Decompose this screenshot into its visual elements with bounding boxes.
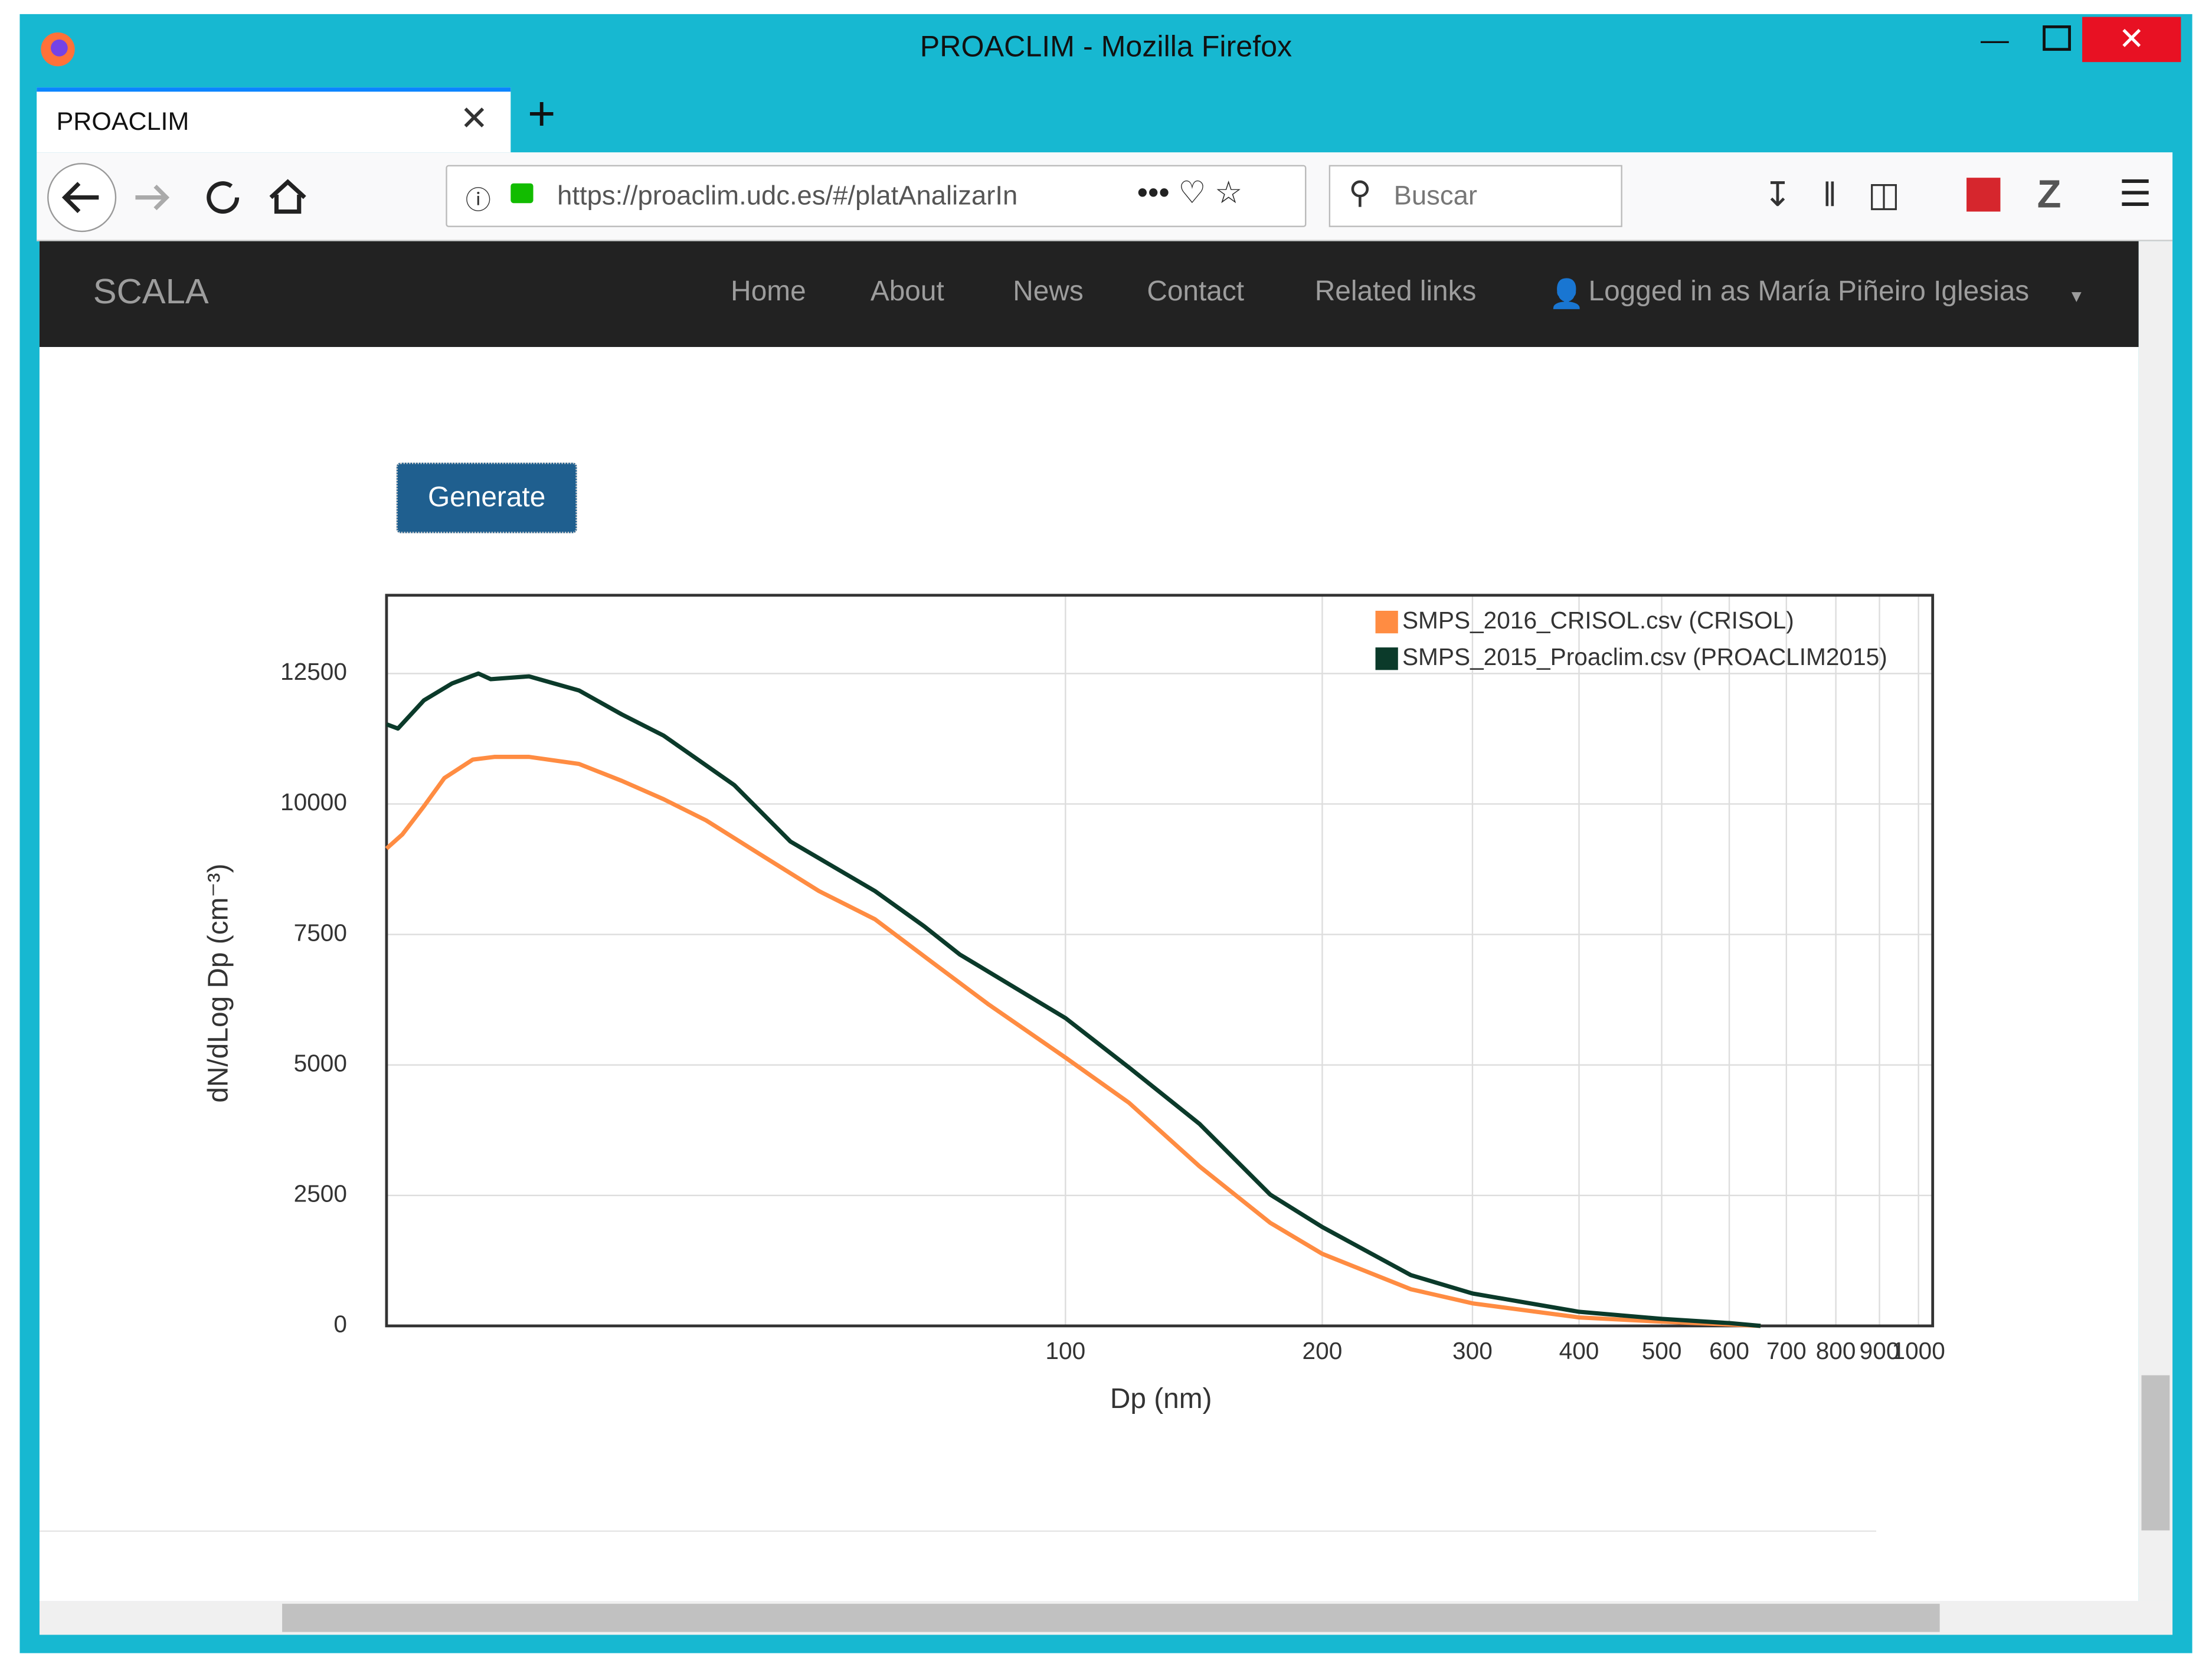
- generate-button[interactable]: Generate: [396, 463, 577, 533]
- user-icon: 👤: [1549, 279, 1585, 310]
- legend-label: SMPS_2015_Proaclim.csv (PROACLIM2015): [1402, 643, 1887, 670]
- search-placeholder[interactable]: Buscar: [1393, 182, 1477, 212]
- tab[interactable]: [37, 87, 511, 153]
- search-icon: ⚲: [1349, 175, 1372, 211]
- series-line: [385, 755, 1761, 1328]
- scroll-thumb[interactable]: [282, 1603, 1940, 1632]
- legend-swatch: [1375, 647, 1398, 670]
- firefox-icon: [41, 32, 75, 67]
- user-menu[interactable]: Logged in as María Piñeiro Iglesias: [1588, 276, 2030, 308]
- y-tick-label: 10000: [280, 788, 347, 816]
- x-axis-label: Dp (nm): [1110, 1383, 1212, 1414]
- y-tick-label: 0: [333, 1311, 347, 1338]
- minimize-button[interactable]: —: [1980, 25, 2009, 57]
- y-tick-label: 12500: [280, 658, 347, 685]
- x-tick-label: 900: [1860, 1337, 1900, 1364]
- x-tick-label: 400: [1559, 1337, 1599, 1364]
- maximize-button[interactable]: [2043, 25, 2071, 51]
- nav-link[interactable]: Related links: [1314, 276, 1477, 308]
- brand[interactable]: SCALA: [93, 272, 209, 312]
- lock-icon: [511, 183, 534, 204]
- url[interactable]: https://proaclim.udc.es/#/platAnalizarIn: [557, 182, 1018, 212]
- plot-border: [385, 594, 1935, 1328]
- y-tick-label: 5000: [294, 1049, 347, 1076]
- page-actions[interactable]: ••• ♡ ☆: [1137, 175, 1243, 211]
- nav-buttons[interactable]: [42, 158, 437, 237]
- nav-link[interactable]: About: [870, 276, 944, 308]
- plot-area: [386, 595, 1933, 1326]
- info-icon[interactable]: ⓘ: [465, 186, 491, 215]
- extension-icon[interactable]: [1966, 178, 2001, 212]
- close-button[interactable]: ✕: [2082, 17, 2181, 63]
- tab-title: PROACLIM: [56, 107, 189, 136]
- search-bar[interactable]: [1328, 165, 1622, 227]
- nav-link[interactable]: News: [1013, 276, 1084, 308]
- toolbar-icons[interactable]: ↧‖◫: [1763, 176, 1931, 215]
- url-bar[interactable]: [446, 165, 1307, 227]
- nav-link[interactable]: Home: [731, 276, 806, 308]
- x-tick-label: 1000: [1892, 1337, 1945, 1364]
- series-line: [385, 671, 1761, 1328]
- x-tick-label: 200: [1303, 1337, 1343, 1364]
- navbar: [39, 241, 2139, 348]
- vertical-scrollbar[interactable]: [2138, 241, 2173, 1601]
- zotero-icon[interactable]: Z: [2037, 172, 2062, 216]
- scroll-thumb[interactable]: [2141, 1375, 2170, 1531]
- x-tick-label: 100: [1045, 1337, 1085, 1364]
- menu-button[interactable]: ☰: [2119, 172, 2152, 215]
- x-tick-label: 600: [1709, 1337, 1749, 1364]
- window-title: PROACLIM - Mozilla Firefox: [920, 31, 1292, 64]
- x-tick-label: 500: [1642, 1337, 1682, 1364]
- x-tick-label: 800: [1816, 1337, 1856, 1364]
- x-tick-label: 300: [1452, 1337, 1493, 1364]
- y-tick-label: 7500: [294, 919, 347, 946]
- caret: ▼: [2068, 286, 2085, 306]
- x-tick-label: 700: [1766, 1337, 1807, 1364]
- new-tab[interactable]: +: [527, 87, 556, 142]
- nav-link[interactable]: Contact: [1147, 276, 1245, 308]
- legend-swatch: [1375, 610, 1398, 634]
- tab-close[interactable]: ✕: [460, 100, 489, 139]
- y-tick-label: 2500: [294, 1180, 347, 1207]
- separator: [39, 1530, 1877, 1532]
- legend-label: SMPS_2016_CRISOL.csv (CRISOL): [1402, 607, 1794, 634]
- y-axis-label: dN/dLog Dp (cm⁻³): [203, 864, 234, 1103]
